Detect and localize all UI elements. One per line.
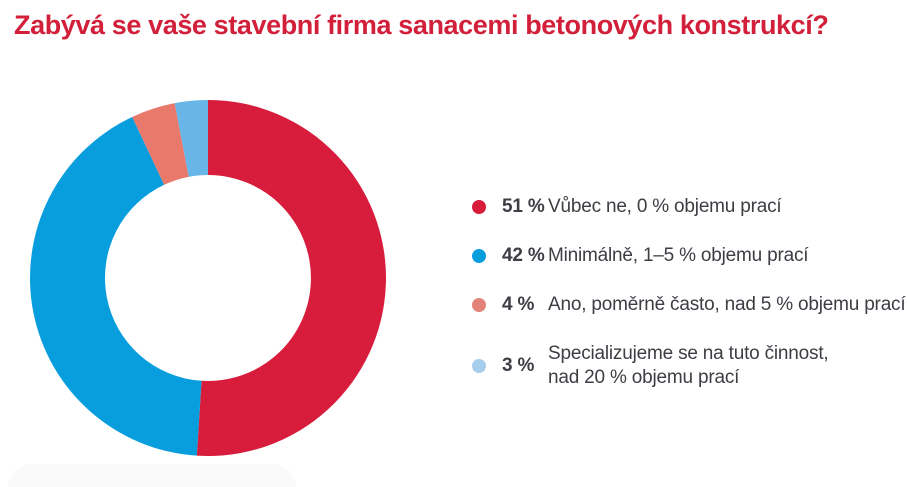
donut-segment — [196, 100, 386, 456]
legend-label: Vůbec ne, 0 % objemu prací — [548, 196, 782, 217]
legend-dot — [472, 200, 486, 214]
legend-item: 3 % Specializujeme se na tuto činnost, n… — [472, 342, 905, 390]
background-artifact — [8, 464, 296, 487]
legend-label: Specializujeme se na tuto činnost, nad 2… — [548, 343, 829, 388]
legend-label: Ano, poměrně často, nad 5 % objemu prací — [548, 294, 906, 315]
donut-segment — [132, 103, 189, 185]
donut-segment — [174, 100, 208, 177]
legend-percent: 4 % — [502, 294, 535, 315]
legend-percent: 3 % — [502, 355, 535, 376]
legend-percent: 51 % — [502, 196, 545, 217]
legend-item: 51 % Vůbec ne, 0 % objemu prací — [472, 195, 905, 219]
legend: 51 % Vůbec ne, 0 % objemu prací 42 % Min… — [472, 195, 906, 390]
chart-title: Zabývá se vaše stavební firma sanacemi b… — [14, 10, 829, 40]
legend-item: 4 % Ano, poměrně často, nad 5 % objemu p… — [472, 293, 906, 317]
donut-svg — [29, 100, 386, 456]
legend-label: Minimálně, 1–5 % objemu prací — [548, 245, 809, 266]
legend-dot — [472, 249, 486, 263]
donut-segment — [29, 116, 202, 456]
legend-dot — [472, 359, 486, 373]
legend-percent: 42 % — [502, 245, 545, 266]
donut-chart — [24, 94, 392, 462]
legend-dot — [472, 298, 486, 312]
legend-item: 42 % Minimálně, 1–5 % objemu prací — [472, 244, 905, 268]
